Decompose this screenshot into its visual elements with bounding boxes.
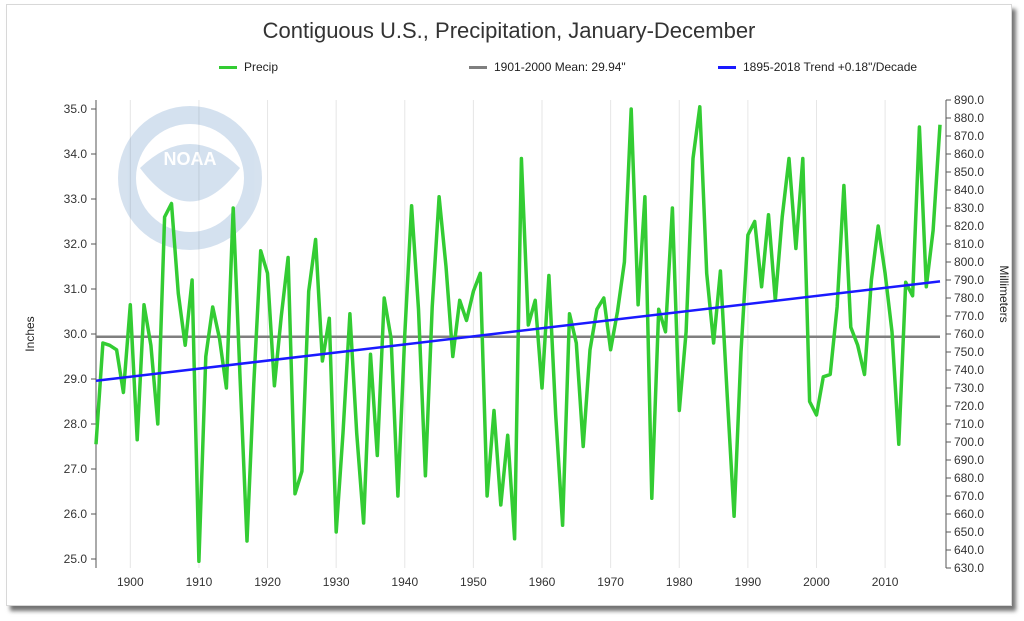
y-right-tick-label-880.0: 880.0 [954, 111, 984, 125]
chart-title: Contiguous U.S., Precipitation, January-… [262, 18, 756, 43]
y-right-tick-label-700.0: 700.0 [954, 435, 984, 449]
legend-item-mean[interactable]: 1901-2000 Mean: 29.94" [469, 60, 626, 74]
y-tick-label-33.0: 33.0 [64, 192, 88, 206]
y-tick-label-27.0: 27.0 [64, 462, 88, 476]
y-tick-label-31.0: 31.0 [64, 282, 88, 296]
x-tick-label-1940: 1940 [391, 575, 418, 589]
y-right-tick-label-860.0: 860.0 [954, 147, 984, 161]
legend-label-precip: Precip [244, 60, 279, 74]
noaa-logo-text: NOAA [164, 149, 217, 169]
chart-frame: Contiguous U.S., Precipitation, January-… [6, 4, 1012, 606]
legend-swatch-trend [718, 65, 736, 69]
y-right-tick-label-850.0: 850.0 [954, 165, 984, 179]
y-right-tick-label-890.0: 890.0 [954, 93, 984, 107]
y-tick-label-32.0: 32.0 [64, 237, 88, 251]
y-right-tick-label-800.0: 800.0 [954, 255, 984, 269]
y-right-tick-label-750.0: 750.0 [954, 345, 984, 359]
y-right-tick-label-690.0: 690.0 [954, 453, 984, 467]
y-tick-label-30.0: 30.0 [64, 327, 88, 341]
y-right-tick-label-730.0: 730.0 [954, 381, 984, 395]
y-tick-label-35.0: 35.0 [64, 102, 88, 116]
y-right-tick-label-810.0: 810.0 [954, 237, 984, 251]
y-right-tick-label-670.0: 670.0 [954, 489, 984, 503]
x-tick-label-1980: 1980 [666, 575, 693, 589]
trend-line [95, 280, 941, 383]
legend-label-mean: 1901-2000 Mean: 29.94" [494, 60, 626, 74]
y-right-tick-label-830.0: 830.0 [954, 201, 984, 215]
y-tick-label-26.0: 26.0 [64, 507, 88, 521]
y-right-tick-label-870.0: 870.0 [954, 129, 984, 143]
x-tick-label-1990: 1990 [735, 575, 762, 589]
y-right-tick-label-630.0: 630.0 [954, 561, 984, 575]
y-right-tick-label-660.0: 660.0 [954, 507, 984, 521]
x-tick-label-1930: 1930 [323, 575, 350, 589]
y-right-tick-label-650.0: 650.0 [954, 525, 984, 539]
legend-swatch-precip [219, 65, 237, 69]
y-tick-label-28.0: 28.0 [64, 417, 88, 431]
y-right-tick-label-720.0: 720.0 [954, 399, 984, 413]
legend-item-trend[interactable]: 1895-2018 Trend +0.18"/Decade [718, 60, 917, 74]
legend-swatch-mean [469, 65, 487, 69]
x-tick-label-2000: 2000 [803, 575, 830, 589]
noaa-logo-circle [118, 106, 262, 250]
y-right-tick-label-770.0: 770.0 [954, 309, 984, 323]
legend-item-precip[interactable]: Precip [219, 60, 278, 74]
y-right-tick-label-680.0: 680.0 [954, 471, 984, 485]
legend-label-trend: 1895-2018 Trend +0.18"/Decade [743, 60, 918, 74]
chart-axes [91, 99, 951, 569]
y-axis-title-left: Inches [23, 316, 37, 351]
y-right-tick-label-740.0: 740.0 [954, 363, 984, 377]
y-axis-title-right: Millimeters [997, 265, 1011, 322]
x-tick-label-1950: 1950 [460, 575, 487, 589]
y-right-tick-label-820.0: 820.0 [954, 219, 984, 233]
chart-axis-labels: 1900 1910 1920 1930 1940 1950 1960 1970 1980 1990… [23, 93, 1011, 589]
y-right-tick-label-640.0: 640.0 [954, 543, 984, 557]
y-right-tick-label-760.0: 760.0 [954, 327, 984, 341]
noaa-logo-watermark: NOAA [118, 106, 262, 250]
y-tick-label-25.0: 25.0 [64, 552, 88, 566]
x-tick-label-1920: 1920 [254, 575, 281, 589]
precip-line [94, 105, 942, 564]
y-right-tick-label-780.0: 780.0 [954, 291, 984, 305]
y-right-tick-label-710.0: 710.0 [954, 417, 984, 431]
noaa-logo-bird [140, 144, 240, 202]
x-tick-label-1970: 1970 [597, 575, 624, 589]
y-right-tick-label-790.0: 790.0 [954, 273, 984, 287]
x-tick-label-1960: 1960 [529, 575, 556, 589]
x-tick-label-1900: 1900 [117, 575, 144, 589]
chart-series [94, 105, 942, 564]
y-tick-label-29.0: 29.0 [64, 372, 88, 386]
x-tick-label-2010: 2010 [872, 575, 899, 589]
noaa-logo-inner [136, 124, 244, 232]
y-right-tick-label-840.0: 840.0 [954, 183, 984, 197]
y-tick-label-34.0: 34.0 [64, 147, 88, 161]
x-tick-label-1910: 1910 [186, 575, 213, 589]
